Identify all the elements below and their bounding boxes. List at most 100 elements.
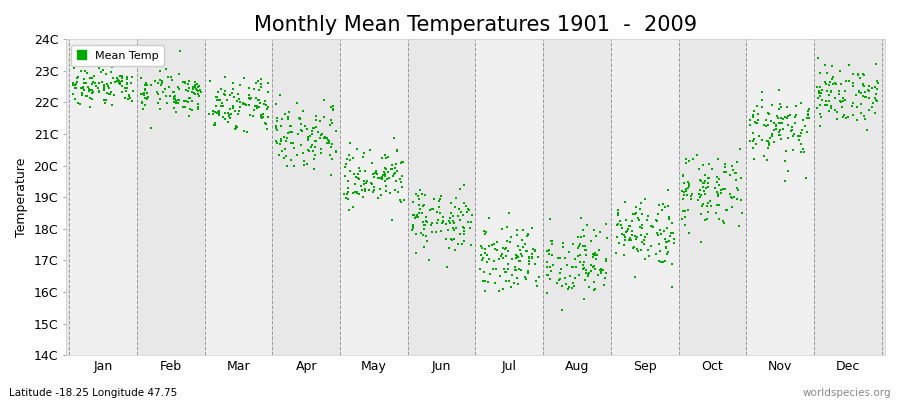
- Point: [297, 162, 311, 168]
- Point: [325, 120, 339, 126]
- Point: [239, 102, 254, 108]
- Point: [412, 210, 427, 216]
- Point: [418, 191, 432, 198]
- Point: [555, 307, 570, 313]
- Point: [724, 163, 739, 169]
- Point: [112, 73, 127, 80]
- Point: [269, 125, 284, 131]
- Point: [749, 120, 763, 126]
- Point: [801, 112, 815, 118]
- Point: [213, 97, 228, 103]
- Point: [391, 188, 405, 195]
- Point: [394, 199, 409, 206]
- Point: [720, 207, 734, 214]
- Point: [767, 120, 781, 126]
- Point: [114, 83, 129, 90]
- Point: [309, 113, 323, 119]
- Point: [856, 112, 870, 119]
- Point: [519, 248, 534, 254]
- Point: [589, 256, 603, 262]
- Point: [544, 268, 558, 274]
- Point: [149, 89, 164, 95]
- Point: [226, 103, 240, 109]
- Point: [379, 155, 393, 162]
- Point: [381, 154, 395, 160]
- Point: [202, 111, 216, 117]
- Point: [755, 89, 770, 96]
- Point: [576, 262, 590, 268]
- Point: [725, 167, 740, 174]
- Point: [155, 78, 169, 84]
- Point: [701, 174, 716, 181]
- Point: [418, 226, 432, 232]
- Point: [828, 106, 842, 113]
- Point: [543, 276, 557, 282]
- Point: [229, 108, 243, 114]
- Point: [188, 91, 202, 98]
- Point: [166, 96, 181, 103]
- Point: [447, 227, 462, 233]
- Point: [139, 82, 153, 88]
- Point: [697, 180, 711, 186]
- Point: [828, 94, 842, 101]
- Point: [102, 84, 116, 91]
- Point: [567, 256, 581, 262]
- Point: [97, 97, 112, 103]
- Point: [824, 88, 838, 95]
- Point: [277, 154, 292, 161]
- Point: [83, 104, 97, 110]
- Point: [69, 85, 84, 92]
- Point: [542, 247, 556, 254]
- Point: [772, 106, 787, 112]
- Point: [652, 201, 666, 208]
- Point: [694, 192, 708, 198]
- Point: [625, 218, 639, 225]
- Point: [696, 200, 710, 207]
- Point: [679, 188, 693, 194]
- Point: [453, 231, 467, 238]
- Point: [780, 104, 795, 110]
- Point: [161, 74, 176, 80]
- Point: [155, 79, 169, 86]
- Point: [813, 111, 827, 118]
- Point: [140, 94, 155, 100]
- Point: [775, 120, 789, 126]
- Point: [587, 227, 601, 233]
- Point: [769, 122, 783, 128]
- Point: [824, 76, 839, 82]
- Point: [257, 120, 272, 126]
- Point: [858, 115, 872, 122]
- Point: [660, 224, 674, 231]
- Point: [457, 228, 472, 234]
- Point: [682, 181, 697, 187]
- Point: [763, 135, 778, 141]
- Point: [577, 296, 591, 302]
- Point: [140, 90, 155, 96]
- Point: [515, 252, 529, 259]
- Point: [617, 252, 632, 258]
- Point: [730, 196, 744, 202]
- Point: [765, 133, 779, 140]
- Point: [457, 200, 472, 206]
- Point: [277, 146, 292, 152]
- Point: [461, 206, 475, 212]
- Point: [429, 208, 444, 215]
- Point: [474, 252, 489, 258]
- Point: [346, 204, 361, 210]
- Point: [659, 245, 673, 251]
- Point: [597, 282, 611, 288]
- Point: [112, 78, 126, 85]
- Point: [192, 83, 206, 90]
- Point: [364, 180, 378, 186]
- Point: [260, 104, 274, 110]
- Point: [254, 113, 268, 120]
- Bar: [340, 39, 408, 355]
- Point: [751, 110, 765, 117]
- Point: [440, 264, 454, 270]
- Point: [510, 254, 525, 260]
- Point: [822, 92, 836, 98]
- Point: [309, 116, 323, 123]
- Point: [138, 86, 152, 92]
- Point: [801, 108, 815, 114]
- Point: [690, 197, 705, 204]
